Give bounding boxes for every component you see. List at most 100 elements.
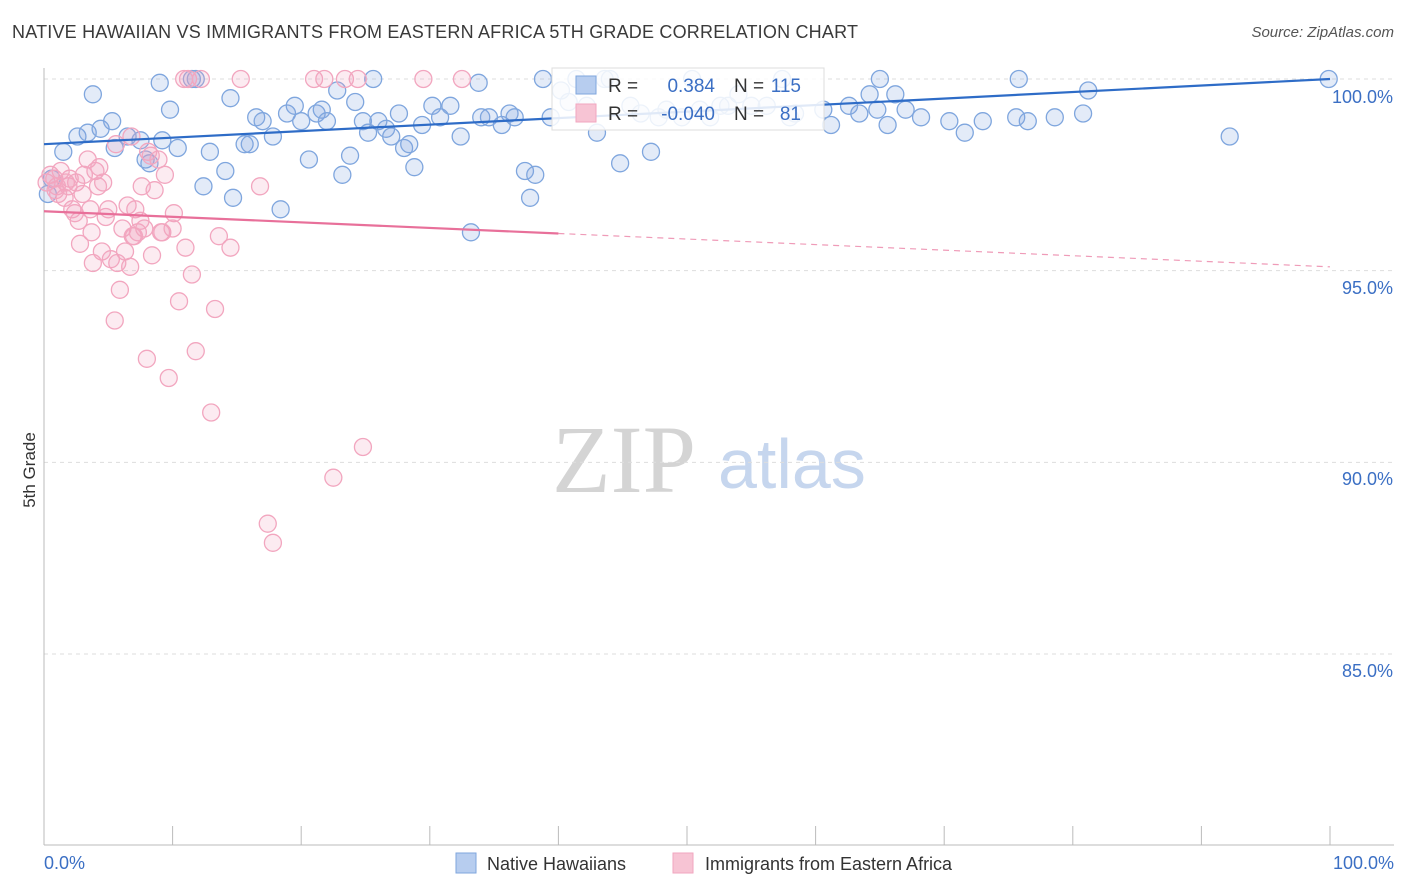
point-native-hawaiians [389, 104, 409, 123]
point-native-hawaiians [533, 69, 553, 89]
point-eastern-africa [153, 223, 172, 242]
point-native-hawaiians [1007, 108, 1026, 127]
point-native-hawaiians [277, 104, 297, 123]
point-native-hawaiians [461, 223, 481, 242]
stats-box: R = 0.384 N = 115 R = -0.040 N = 81 [551, 67, 825, 131]
point-eastern-africa [94, 173, 113, 192]
point-eastern-africa [115, 242, 135, 261]
point-native-hawaiians [216, 161, 235, 181]
point-eastern-africa [304, 69, 324, 89]
point-native-hawaiians [850, 104, 869, 123]
point-native-hawaiians [878, 115, 897, 135]
point-native-hawaiians [940, 112, 959, 131]
point-eastern-africa [124, 227, 144, 246]
point-native-hawaiians [54, 142, 73, 161]
stats-n-value-1: 115 [771, 76, 801, 97]
point-native-hawaiians [505, 108, 524, 127]
y-tick-label-85: 85.0% [1342, 661, 1393, 681]
legend-label-native-hawaiians: Native Hawaiians [487, 854, 626, 874]
point-eastern-africa [56, 173, 76, 192]
point-eastern-africa [186, 342, 205, 361]
point-native-hawaiians [346, 92, 365, 112]
trend-line-eastern-africa [43, 210, 559, 235]
point-native-hawaiians [333, 165, 352, 184]
point-native-hawaiians [312, 100, 331, 119]
point-native-hawaiians [160, 100, 180, 119]
point-eastern-africa [178, 69, 198, 89]
point-native-hawaiians [1220, 127, 1239, 146]
point-native-hawaiians [340, 146, 360, 165]
x-tick-label-min: 0.0% [44, 853, 85, 873]
stats-swatch-native-hawaiians [575, 75, 597, 95]
legend: Native Hawaiians Immigrants from Eastern… [455, 852, 953, 874]
source-label: Source: ZipAtlas.com [1251, 24, 1394, 41]
point-native-hawaiians [382, 127, 401, 146]
point-eastern-africa [263, 533, 283, 552]
point-native-hawaiians [235, 135, 254, 154]
point-native-hawaiians [955, 123, 974, 142]
watermark-zip: ZIP [552, 406, 696, 513]
point-native-hawaiians [317, 112, 337, 131]
point-native-hawaiians [610, 154, 630, 173]
y-tick-label-90: 90.0% [1342, 469, 1393, 489]
point-eastern-africa [353, 437, 373, 457]
stats-r-value-1: 0.384 [667, 76, 715, 97]
point-eastern-africa [209, 227, 229, 246]
point-native-hawaiians [868, 100, 887, 119]
point-eastern-africa [126, 200, 145, 219]
point-native-hawaiians [292, 112, 311, 131]
point-native-hawaiians [469, 73, 488, 92]
stats-n-value-2: 81 [780, 104, 801, 125]
point-eastern-africa [335, 69, 355, 89]
point-eastern-africa [145, 181, 164, 200]
point-eastern-africa [105, 311, 124, 330]
legend-swatch-native-hawaiians [455, 852, 477, 874]
point-native-hawaiians [515, 161, 535, 181]
point-native-hawaiians [896, 100, 915, 119]
point-native-hawaiians [520, 188, 540, 207]
point-native-hawaiians [641, 142, 661, 161]
point-eastern-africa [149, 150, 168, 169]
watermark-atlas: atlas [718, 425, 866, 503]
stats-n-label-1: N = [734, 76, 764, 97]
point-eastern-africa [221, 238, 240, 257]
point-eastern-africa [74, 165, 94, 184]
point-eastern-africa [202, 403, 221, 422]
point-eastern-africa [106, 135, 126, 154]
point-native-hawaiians [285, 96, 304, 115]
point-eastern-africa [452, 69, 472, 89]
stats-swatch-eastern-africa [575, 103, 597, 123]
point-native-hawaiians [451, 127, 470, 146]
point-native-hawaiians [860, 85, 879, 104]
point-eastern-africa [176, 238, 195, 257]
chart-title: NATIVE HAWAIIAN VS IMMIGRANTS FROM EASTE… [12, 22, 859, 42]
stats-r-label-2: R = [608, 104, 638, 125]
point-native-hawaiians [526, 165, 545, 184]
point-eastern-africa [258, 514, 277, 533]
point-eastern-africa [414, 69, 433, 89]
grid-lines [44, 78, 1394, 655]
point-native-hawaiians [353, 112, 373, 131]
point-eastern-africa [82, 223, 101, 242]
point-eastern-africa [182, 265, 202, 284]
point-native-hawaiians [168, 138, 187, 158]
point-eastern-africa [205, 299, 225, 319]
point-native-hawaiians [223, 188, 243, 207]
point-eastern-africa [250, 177, 270, 196]
point-native-hawaiians [103, 112, 122, 131]
point-native-hawaiians [400, 135, 419, 154]
stats-n-label-2: N = [734, 104, 764, 125]
point-native-hawaiians [870, 69, 890, 89]
point-native-hawaiians [253, 112, 272, 131]
point-eastern-africa [73, 184, 92, 204]
point-native-hawaiians [299, 150, 319, 169]
stats-r-value-2: -0.040 [661, 104, 715, 125]
point-native-hawaiians [263, 127, 283, 146]
point-eastern-africa [159, 368, 178, 388]
point-eastern-africa [324, 468, 343, 487]
point-native-hawaiians [364, 69, 383, 89]
point-eastern-africa [122, 127, 141, 146]
point-eastern-africa [110, 280, 130, 299]
point-eastern-africa [231, 69, 250, 89]
